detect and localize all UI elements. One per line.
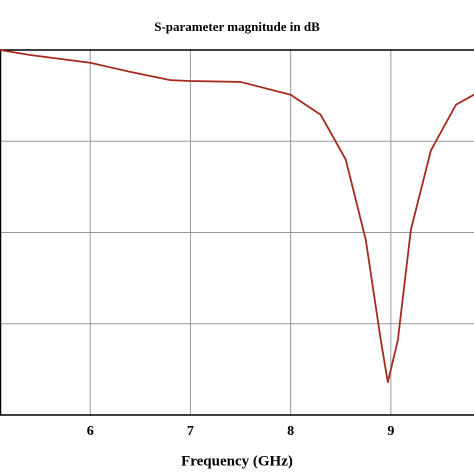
x-tick-label: 9 xyxy=(387,424,394,439)
chart-title: S-parameter magnitude in dB xyxy=(154,19,320,34)
x-tick-label: 7 xyxy=(187,424,194,439)
x-tick-label: 8 xyxy=(287,424,294,439)
x-axis-label: Frequency (GHz) xyxy=(181,453,293,469)
x-tick-label: 6 xyxy=(87,424,94,439)
data-line xyxy=(0,49,474,384)
plot-frame xyxy=(0,49,474,416)
